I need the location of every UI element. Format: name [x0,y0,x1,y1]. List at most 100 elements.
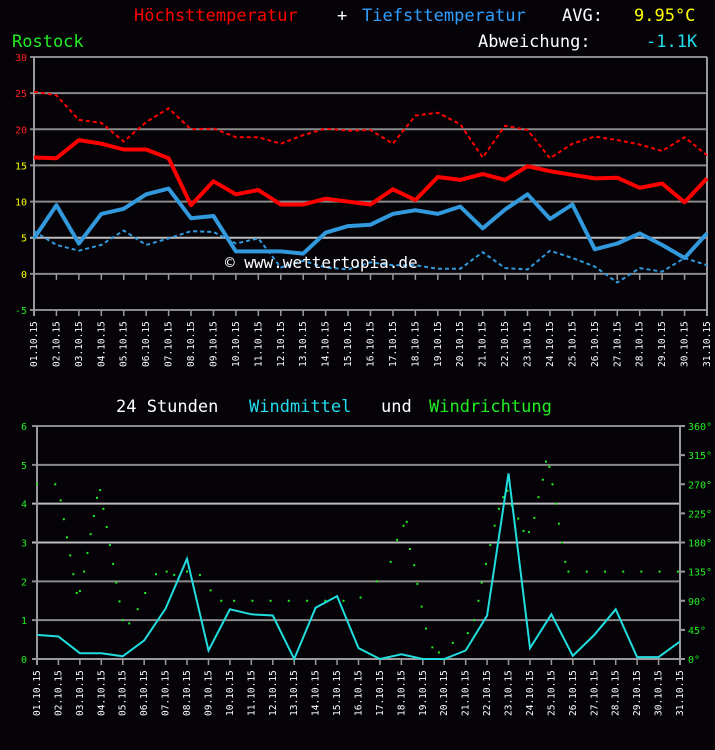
y-tick-label: 10 [15,198,27,209]
x-tick-label: 14.10.15 [321,321,332,367]
y-tick-label: -5 [15,306,27,317]
wind-direction-dot [489,544,492,547]
x-tick-label: 31.10.15 [702,321,713,367]
x-tick-label: 24.10.15 [525,670,536,716]
y2-tick-label: 315° [688,451,712,462]
y2-tick-label: 90° [688,597,706,608]
wind-direction-dot [557,522,560,525]
y-tick-label: 20 [15,125,27,136]
wind-direction-dot [220,599,223,602]
x-tick-label: 24.10.15 [545,321,556,367]
x-tick-label: 12.10.15 [276,321,287,367]
wind-direction-dot [408,548,411,550]
wind-direction-dot [416,582,419,585]
x-tick-label: 12.10.15 [268,670,279,716]
wind-direction-dot [480,581,483,584]
x-tick-label: 11.10.15 [253,321,264,367]
deviation-value: -1.1K [646,32,698,52]
wind-direction-dot [425,627,427,630]
x-tick-label: 23.10.15 [504,670,515,716]
x-tick-label: 30.10.15 [680,321,691,367]
wind-direction-dot [75,592,78,594]
y2-tick-label: 0° [688,655,700,666]
wind-direction-dot [389,560,392,563]
wind-direction-dot [83,570,86,573]
wind-direction-dot [533,516,536,519]
wind-direction-dot [359,596,362,599]
wind-direction-dot [564,560,567,563]
wind-direction-dot [658,570,661,573]
x-tick-label: 01.10.15 [32,670,43,716]
x-tick-label: 22.10.15 [482,670,493,716]
wind-direction-dot [622,570,625,573]
wind-direction-dot [108,544,111,547]
wind-direction-dot [36,483,38,486]
wind-direction-dot [59,499,62,502]
wind-direction-dot [89,533,92,536]
series-line-dashed [33,90,708,160]
wind-direction-dot [451,641,454,644]
wind-direction-dot [121,619,124,622]
wind-direction-dot [66,536,68,539]
x-tick-label: 11.10.15 [246,670,257,716]
x-tick-label: 27.10.15 [612,321,623,367]
y-tick-label: 6 [21,422,27,433]
wind-direction-dot [144,592,147,594]
x-tick-label: 30.10.15 [654,670,665,716]
y-tick-label: 3 [21,539,27,550]
wind-direction-dot [537,496,540,499]
x-tick-label: 20.10.15 [439,670,450,716]
x-tick-label: 03.10.15 [74,321,85,367]
x-tick-label: 23.10.15 [523,321,534,367]
series-line-dashed [33,229,708,284]
wind-direction-dot [112,562,115,565]
wind-direction-dot [324,599,327,602]
x-tick-label: 28.10.15 [611,670,622,716]
x-tick-label: 10.10.15 [225,670,236,716]
wind-direction-dot [493,524,496,527]
wind-direction-dot [405,520,408,523]
wind-direction-dot [173,573,176,576]
y2-tick-label: 360° [688,422,712,433]
wind-direction-dot [99,489,102,492]
wind-title-part2: Windmittel [249,397,352,417]
x-tick-label: 16.10.15 [354,670,365,716]
series-line [32,186,709,260]
x-tick-label: 20.10.15 [455,321,466,367]
wind-direction-dot [54,483,57,486]
wind-direction-dot [92,515,95,517]
wind-direction-dot [527,531,530,534]
y2-tick-label: 135° [688,568,712,579]
wind-direction-dot [604,570,606,573]
x-tick-label: 09.10.15 [208,321,219,367]
x-tick-label: 25.10.15 [567,321,578,367]
wind-direction-dot [497,507,500,510]
wind-direction-dot [198,573,201,576]
x-tick-label: 06.10.15 [141,321,152,367]
x-tick-label: 05.10.15 [119,321,130,367]
series-line [33,138,709,208]
y-tick-label: 1 [21,616,27,627]
x-tick-label: 07.10.15 [161,670,172,716]
wind-direction-dot [420,605,423,608]
wind-direction-dot [413,564,416,567]
x-tick-label: 09.10.15 [203,670,214,716]
x-tick-label: 31.10.15 [675,670,686,716]
x-tick-label: 29.10.15 [632,670,643,716]
location-label: Rostock [12,32,84,52]
x-tick-label: 22.10.15 [500,321,511,367]
wind-direction-dot [396,538,399,541]
y2-tick-label: 270° [688,480,712,491]
wind-direction-dot [72,573,75,576]
x-tick-label: 21.10.15 [478,321,489,367]
x-tick-label: 14.10.15 [311,670,322,716]
y-tick-label: 2 [21,577,27,588]
wind-direction-dot [186,570,188,573]
x-tick-label: 17.10.15 [375,670,386,716]
x-tick-label: 02.10.15 [53,670,64,716]
wind-direction-dot [541,478,544,481]
temperature-chart: 30 25 20 15 10 5 0 -501.10.15 02.10.15 03.10.15 04… [15,53,713,367]
wind-direction-dot [431,646,434,649]
wind-direction-dot [640,570,643,573]
